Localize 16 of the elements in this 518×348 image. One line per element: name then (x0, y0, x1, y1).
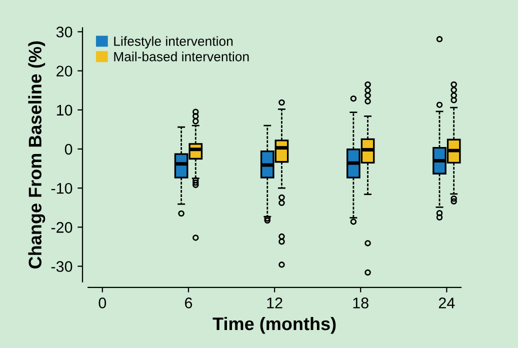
y-axis-title: Change From Baseline (%) (28, 41, 46, 268)
x-tick-label: 6 (185, 298, 192, 308)
y-tick-label: 30 (56, 26, 72, 38)
y-tick-label: 10 (56, 104, 72, 116)
x-tick-label: 24 (438, 298, 455, 308)
y-tick-label: -30 (51, 261, 72, 272)
y-tick-label: 20 (56, 66, 72, 77)
x-tick-label: 0 (98, 298, 106, 308)
legend-label: Mail-based intervention (114, 52, 249, 62)
x-tick-label: 12 (267, 298, 282, 308)
y-tick-label: -20 (51, 222, 72, 233)
x-tick-label: 18 (353, 298, 368, 308)
legend-label: Lifestyle intervention (114, 36, 233, 49)
x-axis-title: Time (months) (212, 316, 336, 334)
y-tick-label: -10 (51, 182, 72, 194)
y-tick-label: 0 (64, 144, 72, 155)
